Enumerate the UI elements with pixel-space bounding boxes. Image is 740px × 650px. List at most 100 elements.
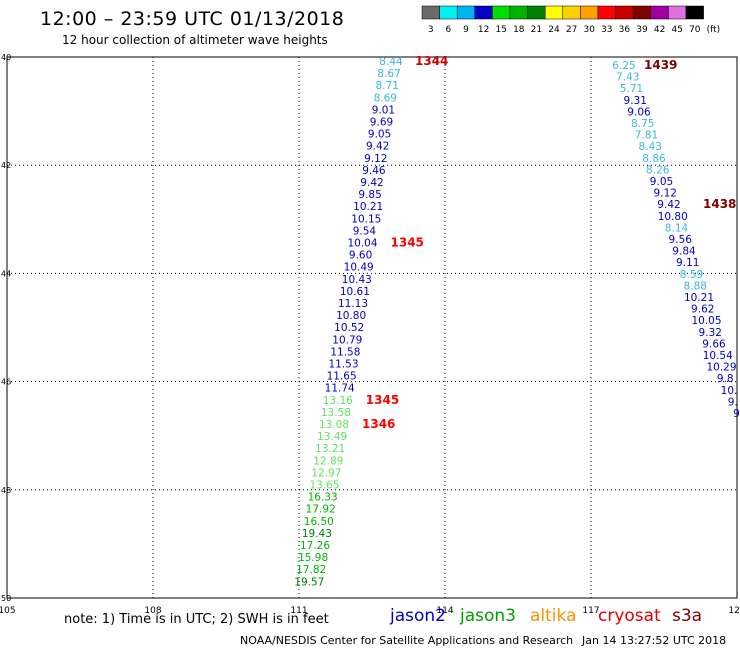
- legend-label: 45: [671, 25, 682, 35]
- legend-label: 24: [548, 25, 560, 35]
- legend-label: 3: [428, 25, 434, 35]
- legend-label: 9: [463, 25, 469, 35]
- lon-tick-label: 105: [0, 606, 16, 616]
- wave-height-label: 10.52: [334, 322, 364, 334]
- wave-height-label: 11.58: [330, 346, 360, 358]
- wave-height-label: 5.71: [620, 83, 643, 95]
- wave-height-label: 16.50: [304, 516, 334, 528]
- wave-height-label: 9.42: [360, 177, 383, 189]
- wave-height-label: 6.25: [612, 60, 635, 72]
- wave-height-label: 19.57: [294, 576, 324, 588]
- wave-height-label: 13.58: [321, 407, 351, 419]
- wave-height-label: 10.79: [332, 334, 362, 346]
- wave-height-label: 10.80: [336, 310, 366, 322]
- lon-tick-label: 108: [144, 606, 161, 616]
- wave-height-label: 9.: [728, 396, 738, 408]
- wave-height-label: 13.08: [319, 419, 349, 431]
- lat-tick-label: 46: [1, 378, 11, 387]
- wave-height-label: 8.59: [680, 269, 703, 281]
- lat-tick-label: 44: [1, 269, 11, 278]
- wave-height-label: 12.97: [311, 467, 341, 479]
- pass-time-label: 1438: [703, 197, 736, 211]
- pass-time-label: 1345: [366, 393, 399, 407]
- wave-height-label: 11.65: [327, 371, 357, 383]
- credit-text: NOAA/NESDIS Center for Satellite Applica…: [240, 634, 574, 647]
- wave-height-label: 11.53: [328, 359, 358, 371]
- wave-height-label: 19.43: [302, 528, 332, 540]
- satellite-s3a: s3a: [672, 606, 703, 626]
- wave-height-label: 9.56: [669, 234, 693, 246]
- wave-height-label: 10.61: [340, 286, 370, 298]
- wave-height-label: 9.60: [349, 250, 372, 262]
- wave-height-label: 10.05: [691, 315, 721, 327]
- color-legend: 3 6 9 12 15 18 21 24 27 30 33 36 39 42 45 70 (ft): [421, 5, 721, 35]
- wave-height-label: 8.26: [646, 164, 670, 176]
- legend-unit: (ft): [707, 25, 721, 35]
- legend-swatch: [685, 5, 704, 20]
- wave-height-label: 7.81: [635, 130, 658, 142]
- legend-label: 30: [583, 25, 595, 35]
- wave-height-label: 9.8: [717, 373, 734, 385]
- timestamp: Jan 14 13:27:52 UTC 2018: [582, 634, 727, 647]
- wave-height-label: 9.62: [691, 304, 714, 316]
- wave-height-label: 9.31: [624, 95, 647, 107]
- wave-height-label: 11.74: [325, 383, 355, 395]
- wave-height-label: 8.75: [631, 118, 654, 130]
- wave-height-label: 17.82: [296, 564, 326, 576]
- wave-height-label: 10.43: [342, 274, 372, 286]
- wave-height-label: 8.69: [374, 92, 397, 104]
- plot-frame: [6, 56, 738, 599]
- wave-height-label: 10.: [721, 385, 738, 397]
- wave-height-label: 9.69: [370, 117, 393, 129]
- wave-height-label: 10.29: [706, 362, 736, 374]
- lat-tick-label: 42: [1, 161, 11, 170]
- legend-label: 18: [513, 25, 525, 35]
- wave-height-label: 9.84: [672, 246, 696, 258]
- satellite-cryosat: cryosat: [598, 606, 661, 626]
- wave-height-label: 9.01: [372, 104, 395, 116]
- legend-label: 21: [531, 25, 542, 35]
- wave-height-label: 10.54: [703, 350, 733, 362]
- satellite-jason3: jason3: [460, 606, 516, 626]
- wave-height-label: 10.80: [658, 211, 688, 223]
- wave-height-label: 11.13: [338, 298, 368, 310]
- legend-label: 27: [566, 25, 577, 35]
- legend-label: 33: [601, 25, 612, 35]
- wave-height-label: 12.89: [313, 455, 343, 467]
- wave-height-label: 10.49: [344, 262, 374, 274]
- footer-note: note: 1) Time is in UTC; 2) SWH is in fe…: [64, 612, 329, 627]
- wave-height-label: 9.42: [657, 199, 680, 211]
- wave-height-label: 8.67: [377, 68, 400, 80]
- legend-label: 6: [446, 25, 452, 35]
- wave-height-label: 10.15: [351, 213, 381, 225]
- wave-height-label: 9.46: [362, 165, 386, 177]
- lat-tick-label: 48: [1, 486, 11, 495]
- wave-height-label: 9.85: [358, 189, 381, 201]
- pass-time-label: 1346: [362, 417, 395, 431]
- legend-label: 36: [619, 25, 631, 35]
- wave-height-label: 8.88: [684, 280, 707, 292]
- lat-tick-label: 40: [1, 53, 11, 62]
- wave-height-label: 8.14: [665, 222, 689, 234]
- wave-height-label: 9.05: [650, 176, 673, 188]
- satellite-jason2: jason2: [390, 606, 446, 626]
- wave-height-label: 8.86: [642, 153, 666, 165]
- wave-height-label: 9.66: [702, 338, 726, 350]
- wave-height-label: 13.21: [315, 443, 345, 455]
- lon-tick-label: 114: [436, 606, 453, 616]
- wave-height-label: 13.65: [309, 480, 339, 492]
- map-title: 12:00 – 23:59 UTC 01/13/2018: [40, 8, 345, 30]
- wave-height-label: 17.26: [300, 540, 330, 552]
- wave-height-label: 8.43: [639, 141, 662, 153]
- lon-tick-label: 117: [582, 606, 599, 616]
- wave-height-label: 15.98: [298, 552, 328, 564]
- legend-label: 42: [654, 25, 665, 35]
- wave-height-label: 9.05: [368, 129, 391, 141]
- wave-height-label: 17.92: [306, 504, 336, 516]
- wave-height-label: 9.42: [366, 141, 389, 153]
- wave-height-label: 10.04: [347, 238, 377, 250]
- lon-tick-label: 111: [290, 606, 307, 616]
- pass-time-label: 1344: [415, 54, 448, 68]
- wave-height-label: 8.71: [376, 80, 399, 92]
